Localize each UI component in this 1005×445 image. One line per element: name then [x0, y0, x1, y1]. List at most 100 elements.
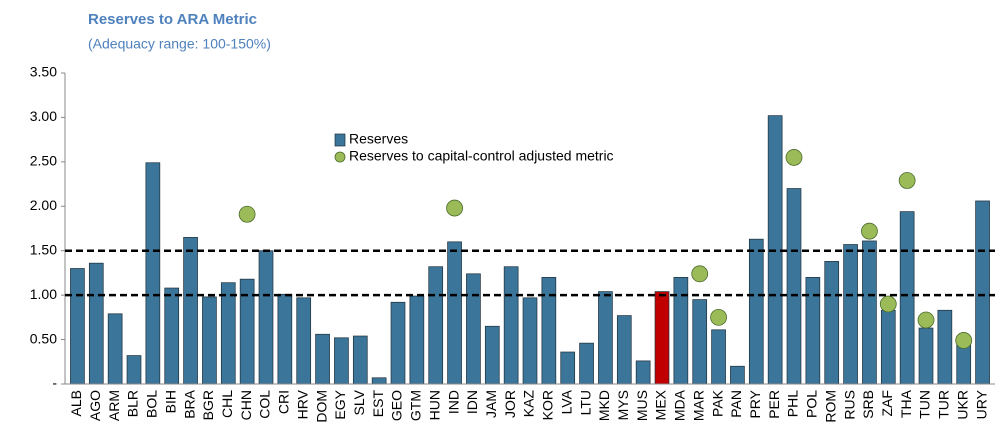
x-tick-label: PER — [766, 390, 782, 419]
bar — [522, 297, 538, 385]
bar — [692, 299, 708, 385]
x-tick-label: MEX — [653, 389, 669, 420]
y-tick-label: 2.50 — [30, 153, 57, 169]
bar — [371, 377, 387, 385]
bar — [466, 273, 481, 385]
x-tick-label: HRV — [294, 389, 310, 419]
x-tick-label: BOL — [144, 390, 160, 418]
bar — [183, 237, 198, 385]
bar — [258, 250, 274, 385]
bar — [334, 337, 349, 385]
bar — [352, 335, 368, 385]
x-tick-label: BGR — [200, 390, 216, 420]
marker — [861, 222, 878, 240]
x-tick-label: AGO — [87, 390, 103, 421]
bar — [164, 287, 180, 385]
marker — [879, 295, 897, 313]
bar — [598, 291, 613, 385]
x-tick-label: MKD — [596, 390, 612, 421]
y-tick-label: 2.00 — [30, 197, 57, 213]
marker — [446, 199, 463, 217]
bar — [862, 240, 877, 385]
bar — [918, 327, 934, 385]
chart-subtitle: (Adequacy range: 100-150%) — [88, 36, 271, 52]
bar — [390, 301, 406, 385]
bar — [560, 351, 576, 385]
x-tick-label: THA — [898, 389, 914, 418]
x-tick-label: BRA — [181, 389, 197, 418]
chart-title: Reserves to ARA Metric — [88, 11, 257, 28]
x-tick-label: KOR — [540, 390, 556, 420]
x-tick-label: GTM — [408, 390, 424, 421]
x-tick-label: GEO — [389, 390, 405, 421]
x-tick-label: CHL — [219, 390, 235, 418]
bar — [107, 313, 123, 385]
bar — [786, 188, 802, 385]
x-tick-label: DOM — [313, 390, 329, 423]
x-tick-label: MAR — [690, 390, 706, 421]
bar — [202, 296, 217, 385]
legend-label: Reserves — [349, 131, 408, 147]
bar — [748, 238, 764, 385]
x-tick-label: LTU — [577, 390, 593, 415]
y-tick-label: 1.50 — [30, 241, 57, 257]
x-tick-label: SLV — [351, 389, 367, 415]
marker — [238, 205, 256, 223]
bar — [484, 325, 500, 385]
x-tick-label: BLR — [125, 390, 141, 417]
x-tick-label: IND — [445, 390, 461, 414]
bar — [937, 309, 953, 385]
bar — [654, 291, 670, 385]
bar — [145, 162, 161, 385]
x-tick-label: COL — [257, 390, 273, 419]
bar — [673, 277, 689, 385]
marker — [917, 311, 935, 329]
x-tick-label: MUS — [634, 390, 650, 421]
x-tick-label: ROM — [822, 390, 838, 423]
x-tick-label: CHN — [238, 390, 254, 420]
x-tick-label: RUS — [841, 390, 857, 420]
x-tick-label: EST — [370, 390, 386, 418]
x-tick-label: MDA — [672, 389, 688, 421]
y-tick-label: 3.50 — [30, 64, 57, 80]
bar — [409, 295, 425, 385]
marker — [955, 332, 973, 349]
x-tick-label: JOR — [502, 390, 518, 418]
bar — [428, 266, 444, 385]
x-tick-label: PAN — [728, 390, 744, 418]
x-tick-label: TUR — [936, 390, 952, 419]
x-tick-label: LVA — [558, 389, 574, 414]
x-tick-label: PHL — [785, 390, 801, 417]
bar — [315, 333, 330, 385]
bar — [126, 355, 142, 385]
marker — [710, 308, 727, 326]
bar — [824, 261, 840, 385]
x-tick-label: POL — [804, 390, 820, 418]
x-tick-label: URY — [973, 389, 989, 419]
x-tick-label: CRI — [276, 390, 292, 414]
x-tick-label: ZAF — [879, 390, 895, 416]
bar — [805, 277, 821, 385]
x-tick-label: HUN — [426, 390, 442, 420]
bar — [880, 309, 896, 385]
bar — [975, 200, 990, 385]
x-tick-label: EGY — [332, 389, 348, 419]
y-tick-label: - — [52, 375, 57, 391]
marker — [691, 265, 709, 283]
bar — [843, 244, 858, 385]
bar — [730, 365, 745, 385]
x-tick-label: IDN — [464, 390, 480, 414]
legend-label: Reserves to capital-control adjusted met… — [349, 148, 614, 164]
bar — [88, 262, 104, 385]
legend-swatch — [334, 151, 346, 163]
bar — [447, 241, 462, 385]
bar — [635, 360, 651, 385]
bar — [70, 268, 85, 385]
x-tick-label: PAK — [709, 389, 725, 417]
marker — [785, 149, 803, 166]
x-tick-label: SRB — [860, 390, 876, 419]
x-tick-label: JAM — [483, 390, 499, 418]
x-tick-label: TUN — [917, 390, 933, 419]
y-tick-label: 3.00 — [30, 108, 57, 124]
